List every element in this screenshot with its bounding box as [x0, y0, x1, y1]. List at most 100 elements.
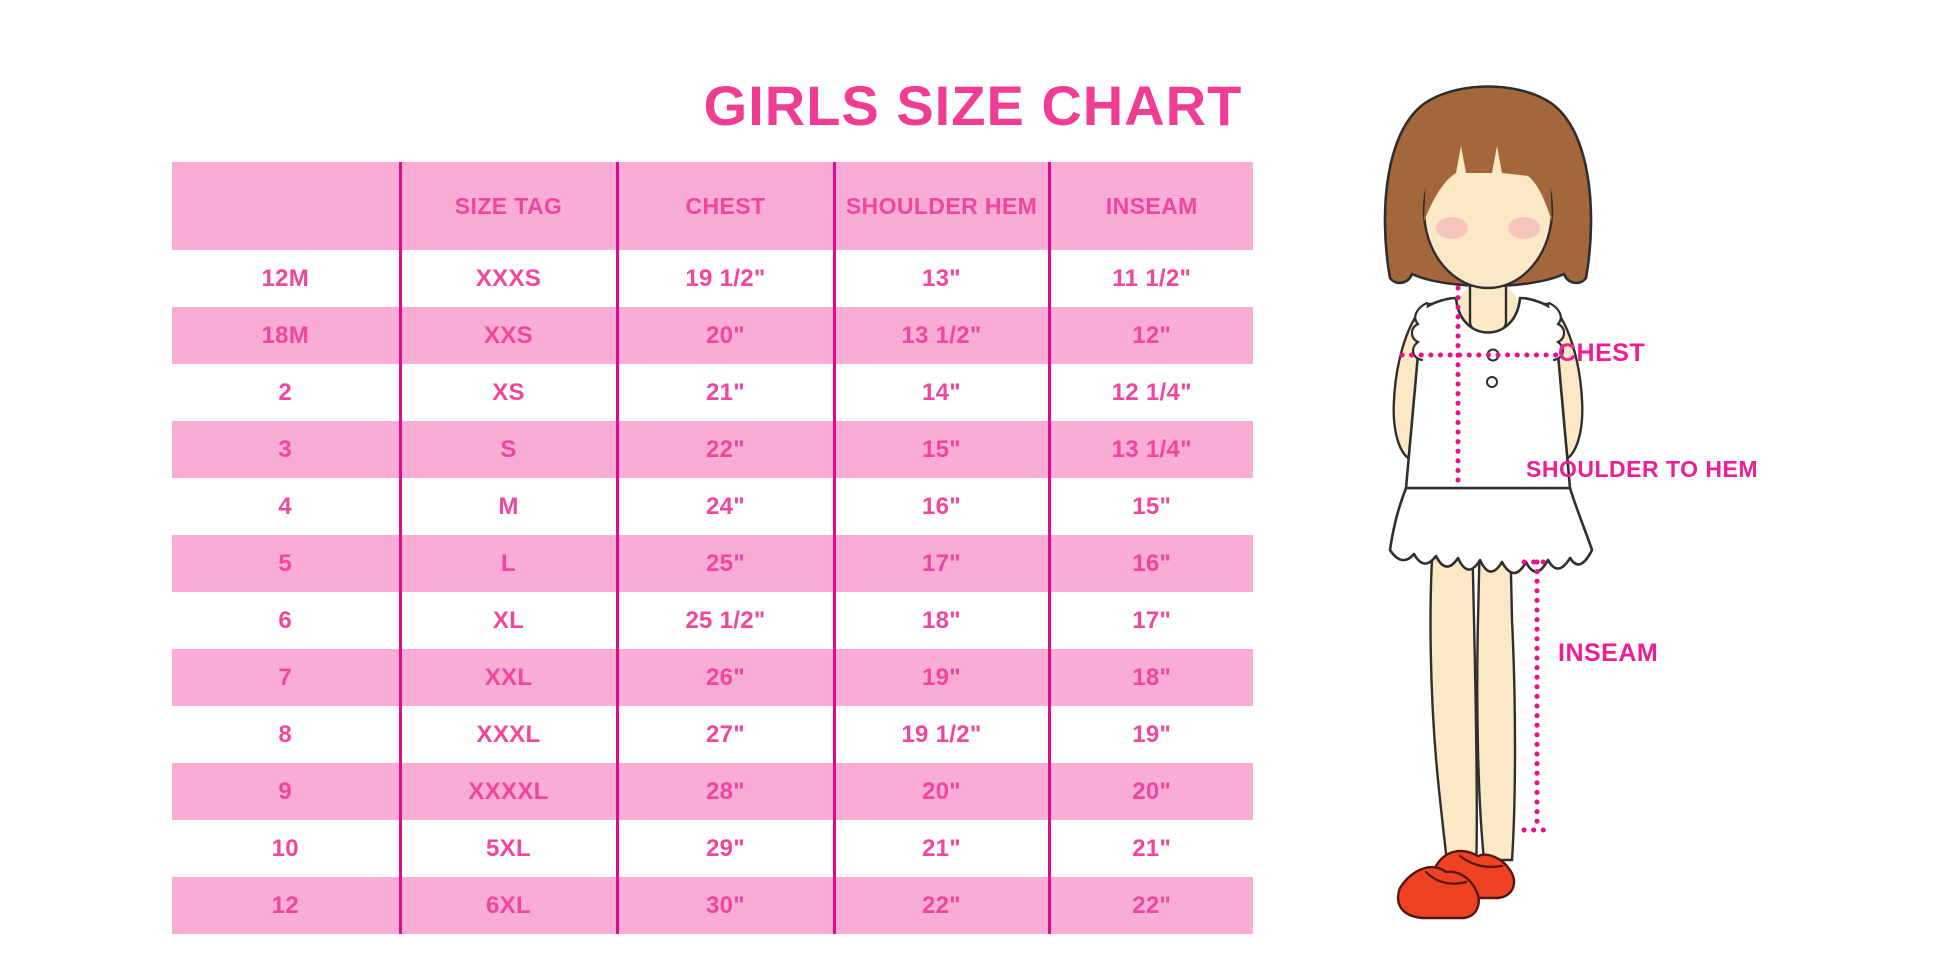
table-cell: 30" — [615, 877, 834, 934]
table-row: 7 XXL 26" 19" 18" — [172, 649, 1253, 706]
measurement-figure: CHEST SHOULDER TO HEM INSEAM — [1330, 60, 1946, 940]
table-cell: 16" — [832, 478, 1049, 535]
table-cell: 21" — [832, 820, 1049, 877]
page-title: GIRLS SIZE CHART — [703, 73, 1243, 137]
column-header: SIZE TAG — [398, 162, 617, 250]
table-cell: 19" — [832, 649, 1049, 706]
table-cell: 16" — [1047, 535, 1253, 592]
column-header: INSEAM — [1047, 162, 1253, 250]
table-row: 6 XL 25 1/2" 18" 17" — [172, 592, 1253, 649]
table-cell: 4 — [278, 492, 293, 520]
table-cell: 20" — [1047, 763, 1253, 820]
table-row: 5 L 25" 17" 16" — [172, 535, 1253, 592]
table-cell: 5XL — [398, 820, 617, 877]
table-cell: 22" — [1047, 877, 1253, 934]
table-row: 10 5XL 29" 21" 21" — [172, 820, 1253, 877]
table-cell: 18" — [1047, 649, 1253, 706]
right-shoulder-frill — [1547, 301, 1566, 362]
dress-bodice — [1404, 296, 1572, 490]
table-cell: 15" — [832, 421, 1049, 478]
table-cell: 13" — [832, 250, 1049, 307]
left-blush — [1436, 217, 1468, 239]
table-cell: 18" — [832, 592, 1049, 649]
left-shoe-strap — [1424, 870, 1468, 885]
table-cell: 5 — [172, 535, 400, 592]
table-cell: 12 1/4" — [1047, 364, 1253, 421]
table-cell: 28" — [615, 763, 834, 820]
table-row: 12 6XL 30" 22" 22" — [172, 877, 1253, 934]
left-leg — [1429, 528, 1479, 874]
table-cell: 6 — [278, 606, 293, 634]
table-cell: M — [398, 478, 617, 535]
table-cell: 2 — [278, 378, 293, 406]
table-cell: S — [398, 421, 617, 478]
header-row: SIZE TAG CHEST SHOULDER HEM INSEAM — [172, 162, 1253, 250]
left-shoe — [1396, 865, 1480, 920]
table-row: 12M XXXS 19 1/2" 13" 11 1/2" — [172, 250, 1253, 307]
table-cell: 20" — [615, 307, 834, 364]
girl-illustration — [1383, 85, 1594, 920]
size-table-header: SIZE TAG CHEST SHOULDER HEM INSEAM — [172, 162, 1253, 250]
right-leg — [1476, 528, 1517, 862]
table-cell: 13 1/2" — [832, 307, 1049, 364]
table-cell: 14" — [832, 364, 1049, 421]
table-cell: 19" — [1047, 706, 1253, 763]
column-header — [172, 162, 400, 250]
right-blush — [1508, 217, 1540, 239]
size-table-body: 12M XXXS 19 1/2" 13" 11 1/2" 18M XXS 20" 13 1/2"… — [172, 250, 1253, 934]
table-cell: XXXL — [398, 706, 617, 763]
table-cell: 17" — [1047, 592, 1253, 649]
table-cell: 10 — [271, 834, 299, 862]
table-cell: 3 — [172, 421, 400, 478]
table-cell: 13 1/4" — [1047, 421, 1253, 478]
left-shoulder-frill — [1410, 301, 1429, 362]
table-row: 4 M 24" 16" 15" — [172, 478, 1253, 535]
table-cell: 24" — [615, 478, 834, 535]
table-row: 9 XXXXL 28" 20" 20" — [172, 763, 1253, 820]
table-cell: 25" — [615, 535, 834, 592]
inseam-label: INSEAM — [1558, 639, 1659, 667]
table-row: 18M XXS 20" 13 1/2" 12" — [172, 307, 1253, 364]
table-cell: 20" — [832, 763, 1049, 820]
chest-label: CHEST — [1558, 339, 1646, 367]
table-cell: 9 — [172, 763, 400, 820]
column-header: CHEST — [615, 162, 834, 250]
table-cell: 21" — [1047, 820, 1253, 877]
table-cell: 11 1/2" — [1047, 250, 1253, 307]
skirt — [1388, 486, 1594, 575]
column-header: SHOULDER HEM — [832, 162, 1049, 250]
table-cell: 8 — [278, 720, 293, 748]
table-row: 3 S 22" 15" 13 1/4" — [172, 421, 1253, 478]
right-shoe-strap — [1458, 854, 1504, 868]
table-cell: 12 — [172, 877, 400, 934]
table-cell: XS — [398, 364, 617, 421]
table-cell: L — [398, 535, 617, 592]
table-cell: XXXXL — [398, 763, 617, 820]
table-cell: 26" — [615, 649, 834, 706]
table-cell: 12" — [1047, 307, 1253, 364]
shoulder-to-hem-label: SHOULDER TO HEM — [1526, 456, 1758, 482]
table-cell: 27" — [615, 706, 834, 763]
table-cell: 22" — [832, 877, 1049, 934]
size-table: SIZE TAG CHEST SHOULDER HEM INSEAM 12M XXXS 1… — [172, 162, 1253, 934]
table-cell: 25 1/2" — [615, 592, 834, 649]
table-cell: XXXS — [398, 250, 617, 307]
table-cell: 18M — [172, 307, 400, 364]
table-cell: XXS — [398, 307, 617, 364]
table-cell: 17" — [832, 535, 1049, 592]
table-cell: XL — [398, 592, 617, 649]
bangs — [1424, 123, 1552, 222]
table-cell: 15" — [1047, 478, 1253, 535]
table-row: 8 XXXL 27" 19 1/2" 19" — [172, 706, 1253, 763]
table-cell: 21" — [615, 364, 834, 421]
table-row: 2 XS 21" 14" 12 1/4" — [172, 364, 1253, 421]
table-cell: 6XL — [398, 877, 617, 934]
table-cell: XXL — [398, 649, 617, 706]
table-cell: 19 1/2" — [832, 706, 1049, 763]
table-cell: 22" — [615, 421, 834, 478]
dress-button-bottom — [1486, 376, 1498, 388]
table-cell: 12M — [261, 264, 310, 292]
table-cell: 19 1/2" — [615, 250, 834, 307]
table-cell: 29" — [615, 820, 834, 877]
table-cell: 7 — [172, 649, 400, 706]
